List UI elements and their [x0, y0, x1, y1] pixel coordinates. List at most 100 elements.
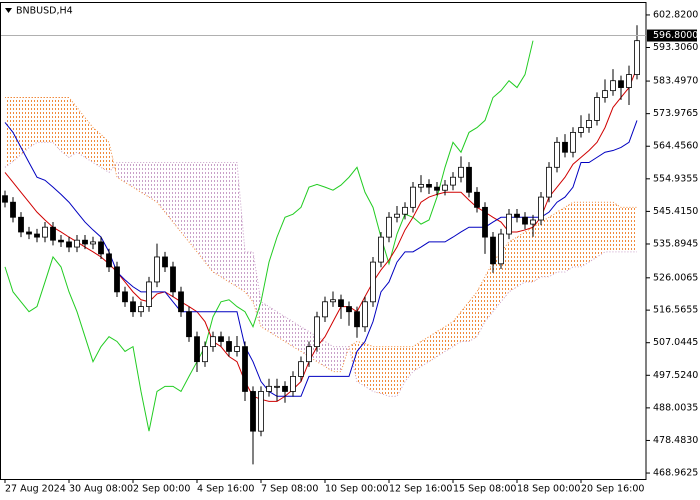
candle-body — [490, 236, 496, 265]
candle-body — [578, 127, 584, 133]
cloud-segment — [45, 97, 53, 143]
x-tick-label: 15 Sep 08:00 — [453, 484, 516, 495]
candle-body — [562, 141, 568, 153]
cloud-segment — [205, 162, 213, 273]
cloud-segment — [445, 321, 453, 352]
candle-body — [290, 376, 296, 392]
candle-body — [10, 201, 16, 218]
candle-body — [202, 346, 208, 363]
cloud-segment — [269, 306, 277, 337]
candle-body — [554, 141, 560, 168]
candle-body — [194, 336, 200, 363]
candle-body — [82, 239, 88, 245]
candle-body — [170, 266, 176, 293]
cloud-segment — [517, 231, 525, 287]
candle-body — [2, 195, 8, 203]
cloud-segment — [557, 207, 565, 273]
candle-body — [42, 226, 48, 238]
candle-body — [114, 266, 120, 293]
cloud-segment — [621, 207, 629, 252]
cloud-segment — [605, 202, 613, 252]
cloud-segment — [581, 202, 589, 267]
cloud-segment — [453, 311, 461, 347]
cloud-segment — [285, 316, 293, 347]
candle-body — [218, 336, 224, 342]
y-tick-label: 478.4830 — [653, 435, 698, 446]
cloud-segment — [525, 227, 533, 282]
cloud-segment — [541, 217, 549, 277]
cloud-segment — [365, 343, 373, 392]
candle-body — [522, 216, 528, 225]
y-tick-label: 507.0445 — [653, 337, 698, 348]
cloud-segment — [157, 162, 165, 213]
cloud-edge — [5, 96, 637, 373]
candle-body — [402, 206, 408, 215]
candle-body — [50, 226, 56, 241]
candle-body — [362, 301, 368, 328]
cloud-segment — [61, 97, 69, 158]
candle-body — [266, 385, 272, 392]
candle-body — [426, 184, 432, 188]
candle-body — [106, 253, 112, 268]
y-tick-label: 564.4560 — [653, 141, 698, 152]
y-tick-label: 593.3060 — [653, 42, 698, 53]
indicator-line — [4, 40, 534, 432]
candle-body — [242, 346, 248, 392]
candle-body — [466, 166, 472, 193]
candle-body — [282, 385, 288, 392]
candle-body — [226, 341, 232, 352]
symbol-menu-icon[interactable] — [5, 8, 12, 13]
candle-body — [546, 166, 552, 198]
cloud-segment — [573, 202, 581, 267]
cloud-segment — [229, 162, 237, 287]
cloud-segment — [245, 251, 253, 302]
y-tick-label: 516.5655 — [653, 305, 698, 316]
candle-body — [34, 233, 40, 238]
cloud-segment — [173, 162, 181, 232]
candle-body — [474, 191, 480, 208]
cloud-segment — [397, 346, 405, 397]
cloud-segment — [325, 341, 333, 372]
cloud-segment — [413, 341, 421, 372]
cloud-segment — [405, 346, 413, 382]
candle-body — [410, 186, 416, 208]
candle-body — [90, 241, 96, 245]
cloud-segment — [349, 341, 357, 382]
x-tick-label: 18 Sep 00:00 — [517, 484, 580, 495]
y-tick-label: 583.4970 — [653, 76, 698, 87]
candle-body — [442, 184, 448, 191]
candle-body — [330, 299, 336, 303]
y-tick-label: 573.9765 — [653, 108, 698, 119]
candle-body — [154, 256, 160, 283]
x-tick-label: 20 Sep 16:00 — [581, 484, 644, 495]
candle-body — [66, 241, 72, 248]
candle-body — [322, 301, 328, 318]
candle-body — [18, 216, 24, 233]
cloud-segment — [533, 222, 541, 282]
cloud-segment — [21, 97, 29, 155]
cloud-segment — [381, 346, 389, 397]
candle-body — [346, 306, 352, 313]
cloud-segment — [357, 341, 365, 387]
cloud-segment — [469, 291, 477, 342]
candle-body — [234, 346, 240, 352]
cloud-segment — [69, 97, 77, 158]
x-tick-label: 2 Sep 00:00 — [133, 484, 190, 495]
cloud-segment — [237, 162, 245, 292]
cloud-segment — [109, 142, 117, 178]
cloud-segment — [293, 321, 301, 352]
cloud-segment — [437, 326, 445, 357]
y-tick-label: 468.9625 — [653, 468, 698, 479]
candle-body — [122, 291, 128, 303]
candle-body — [210, 336, 216, 348]
y-tick-label: 554.9355 — [653, 173, 698, 184]
cloud-segment — [509, 237, 517, 292]
cloud-segment — [421, 336, 429, 367]
candle-body — [570, 131, 576, 153]
candle-body — [58, 239, 64, 243]
cloud-segment — [613, 202, 621, 252]
candle-body — [506, 213, 512, 235]
cloud-segment — [197, 162, 205, 263]
candle-body — [514, 213, 520, 218]
cloud-segment — [333, 346, 341, 372]
